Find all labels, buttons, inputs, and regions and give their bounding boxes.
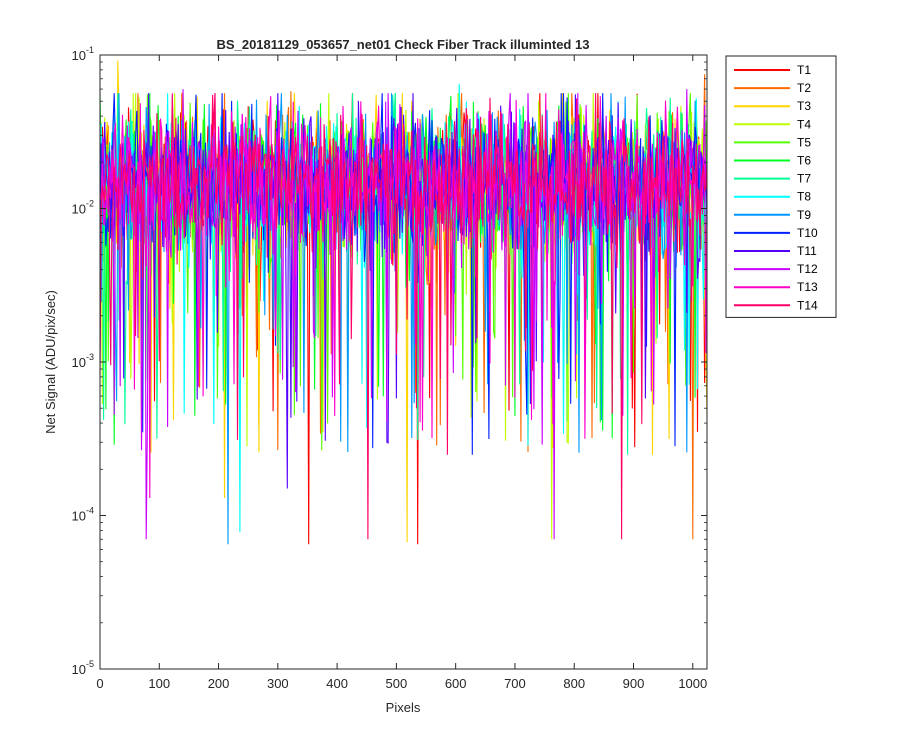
legend-item-t12[interactable]: T12 xyxy=(734,262,818,276)
legend-label: T3 xyxy=(797,99,811,113)
x-tick-label: 600 xyxy=(445,676,467,691)
legend-item-t10[interactable]: T10 xyxy=(734,226,818,240)
y-tick-label: 10-4 xyxy=(72,506,94,524)
legend-label: T5 xyxy=(797,135,811,149)
legend-label: T6 xyxy=(797,154,811,168)
legend-label: T13 xyxy=(797,280,818,294)
legend-item-t7[interactable]: T7 xyxy=(734,172,811,186)
legend-item-t8[interactable]: T8 xyxy=(734,190,811,204)
legend-item-t5[interactable]: T5 xyxy=(734,135,811,149)
x-tick-label: 500 xyxy=(386,676,408,691)
legend-item-t11[interactable]: T11 xyxy=(734,244,817,258)
legend-label: T4 xyxy=(797,117,811,131)
legend-label: T1 xyxy=(797,63,811,77)
y-tick-label: 10-2 xyxy=(72,199,94,217)
legend-label: T14 xyxy=(797,298,818,312)
legend-item-t2[interactable]: T2 xyxy=(734,81,811,95)
x-tick-label: 900 xyxy=(623,676,645,691)
x-tick-label: 400 xyxy=(326,676,348,691)
x-tick-label: 700 xyxy=(504,676,526,691)
x-axis-label: Pixels xyxy=(386,700,421,715)
legend-item-t6[interactable]: T6 xyxy=(734,154,811,168)
legend-item-t14[interactable]: T14 xyxy=(734,298,818,312)
legend-box xyxy=(725,55,837,318)
legend-label: T11 xyxy=(797,244,817,258)
legend-item-t1[interactable]: T1 xyxy=(734,63,811,77)
legend-label: T2 xyxy=(797,81,811,95)
x-tick-label: 100 xyxy=(148,676,170,691)
x-tick-label: 1000 xyxy=(678,676,707,691)
legend-label: T8 xyxy=(797,190,811,204)
legend-item-t9[interactable]: T9 xyxy=(734,208,811,222)
x-tick-label: 200 xyxy=(208,676,230,691)
series-line-t14 xyxy=(99,93,708,540)
y-tick-label: 10-1 xyxy=(72,45,94,63)
legend[interactable]: T1 T2 T3 T4 T5 T6 T7 T8 T9 T10 T11 T12 T13 T14 xyxy=(725,55,837,318)
legend-label: T10 xyxy=(797,226,818,240)
y-tick-label: 10-3 xyxy=(72,352,94,370)
legend-item-t3[interactable]: T3 xyxy=(734,99,811,113)
series-layer xyxy=(99,60,708,545)
x-tick-label: 800 xyxy=(563,676,585,691)
legend-label: T12 xyxy=(797,262,818,276)
chart-title: BS_20181129_053657_net01 Check Fiber Tra… xyxy=(217,37,590,52)
x-tick-label: 0 xyxy=(96,676,103,691)
axes-layer: 0 100 200 300 400 500 600 700 800 900 1000 10-5 10-4… xyxy=(72,45,708,691)
y-tick-label: 10-5 xyxy=(72,659,94,677)
legend-label: T9 xyxy=(797,208,811,222)
y-axis-label: Net Signal (ADU/pix/sec) xyxy=(43,290,58,434)
legend-item-t13[interactable]: T13 xyxy=(734,280,818,294)
legend-label: T7 xyxy=(797,172,811,186)
legend-item-t4[interactable]: T4 xyxy=(734,117,811,131)
x-tick-label: 300 xyxy=(267,676,289,691)
